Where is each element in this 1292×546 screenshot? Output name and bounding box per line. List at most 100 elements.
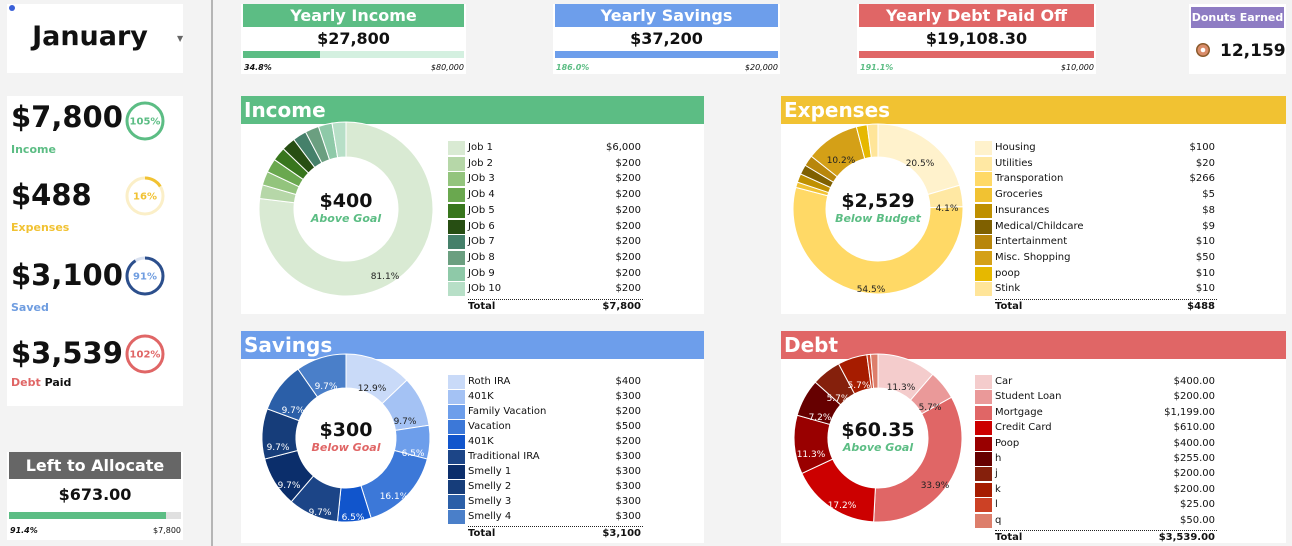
savings-legend-value: $300 [615, 451, 641, 462]
expenses-total-value: $488 [1187, 301, 1215, 312]
debt-center-label: Above Goal [842, 441, 914, 454]
debt-donut-center: $60.35 Above Goal [828, 419, 928, 454]
savings-legend-row: Smelly 1 $300 [448, 465, 641, 479]
savings-legend-value: $300 [615, 481, 641, 492]
savings-legend-swatch [448, 450, 465, 464]
expenses-legend-value: $20 [1195, 157, 1215, 169]
savings-legend-swatch [448, 480, 465, 494]
yearly-debt-fill [859, 51, 1094, 58]
svg-text:16%: 16% [133, 192, 157, 203]
savings-panel-title: Savings [241, 331, 704, 359]
savings-legend-name: Smelly 1 [468, 466, 512, 477]
yearly-savings-amount: $37,200 [630, 29, 703, 48]
expenses-center-amount: $2,529 [841, 190, 915, 212]
debt-legend-value: $1,199.00 [1164, 406, 1215, 418]
allocate-goal: $7,800 [153, 526, 181, 535]
expenses-slice-label: 4.1% [936, 204, 959, 214]
expenses-legend-value: $266 [1189, 173, 1215, 185]
income-legend-swatch [448, 219, 465, 234]
debt-legend-name: h [995, 453, 1002, 464]
income-legend-row: JOb 10 $200 [448, 282, 641, 297]
expenses-legend-name: Utilities [995, 157, 1033, 169]
expenses-panel: Expenses 20.5% 4.1% 54.5% 10.2% $2,529 Below … [781, 96, 1286, 314]
expenses-legend-name: Groceries [995, 189, 1043, 201]
savings-legend-name: Roth IRA [468, 376, 511, 387]
debt-total-value: $3,539.00 [1158, 532, 1215, 543]
yearly-debt-amount: $19,108.30 [925, 29, 1028, 48]
allocate-bar-fill [9, 512, 166, 519]
savings-center-amount: $300 [319, 419, 373, 441]
yearly-debt-title: Yearly Debt Paid Off [859, 4, 1094, 27]
debt-slice-label: 11.3% [797, 450, 826, 460]
debt-slice-label: 7.2% [809, 413, 832, 423]
expenses-legend-value: $8 [1202, 204, 1215, 216]
debt-legend-value: $610.00 [1173, 422, 1215, 434]
savings-legend-name: Smelly 4 [468, 511, 512, 522]
debt-legend-value: $400.00 [1173, 376, 1215, 387]
debt-legend-swatch [975, 421, 992, 436]
savings-slice-label: 6.5% [342, 513, 365, 523]
expenses-legend-swatch [975, 203, 992, 218]
income-legend-value: $200 [615, 251, 641, 263]
debt-slice-label: 5.7% [848, 381, 871, 391]
savings-slice-label: 9.7% [394, 417, 417, 427]
income-legend-row: JOb 9 $200 [448, 266, 641, 281]
expenses-legend-value: $50 [1195, 251, 1215, 263]
income-legend-value: $200 [615, 157, 641, 169]
savings-legend-row: 401K $200 [448, 435, 641, 449]
debt-legend-value: $255.00 [1173, 453, 1215, 464]
income-legend-name: JOb 4 [468, 189, 495, 201]
savings-slice-label: 16.1% [380, 492, 409, 502]
expenses-panel-title: Expenses [781, 96, 1286, 124]
savings-slice-label: 9.7% [278, 481, 301, 491]
debt-legend-name: Poop [995, 437, 1020, 449]
expenses-legend-row: Medical/Childcare $9 [975, 219, 1215, 234]
chevron-down-icon[interactable]: ▼ [177, 34, 184, 43]
income-total-divider [468, 299, 643, 300]
expenses-amount: $488 [11, 178, 92, 212]
expenses-center-label: Below Budget [835, 212, 921, 225]
svg-text:102%: 102% [130, 350, 161, 361]
debt-legend-value: $200.00 [1173, 468, 1215, 480]
left-to-allocate-title: Left to Allocate [9, 452, 181, 479]
income-legend-value: $6,000 [606, 142, 641, 153]
income-legend-name: JOb 3 [468, 173, 495, 185]
savings-legend-value: $400 [615, 376, 641, 387]
savings-legend-row: 401K $300 [448, 390, 641, 404]
yearly-income-title: Yearly Income [243, 4, 464, 27]
income-legend-swatch [448, 203, 465, 218]
month-selector[interactable]: January ▼ [7, 4, 183, 73]
savings-legend-row: Vacation $500 [448, 420, 641, 434]
expenses-legend-value: $10 [1195, 236, 1215, 248]
expenses-legend-value: $5 [1202, 189, 1215, 201]
saved-progress-ring: 91% [125, 256, 165, 296]
debt-legend-value: $25.00 [1180, 499, 1215, 511]
income-legend-swatch [448, 282, 465, 297]
income-donut-chart: 81.1% [258, 121, 434, 297]
savings-donut-center: $300 Below Goal [296, 419, 396, 454]
expenses-total-divider [995, 299, 1217, 300]
debt-legend-row: k $200.00 [975, 482, 1215, 497]
debt-legend-swatch [975, 375, 992, 389]
debt-progress-ring: 102% [125, 334, 165, 374]
yearly-income-pct: 34.8% [244, 63, 272, 72]
left-to-allocate-amount: $673.00 [58, 485, 132, 504]
income-legend-row: Job 2 $200 [448, 156, 641, 171]
debt-total-label: Total [995, 532, 1023, 543]
month-label: January [32, 21, 148, 52]
debt-slice-label: 17.2% [828, 501, 857, 511]
savings-legend-value: $300 [615, 496, 641, 507]
expenses-donut-center: $2,529 Below Budget [828, 190, 928, 225]
expenses-legend-row: poop $10 [975, 266, 1215, 281]
savings-legend-value: $200 [615, 436, 641, 447]
expenses-legend-row: Utilities $20 [975, 156, 1215, 171]
income-legend-row: JOb 8 $200 [448, 250, 641, 265]
expenses-slice-label: 10.2% [827, 156, 856, 166]
expenses-legend-name: poop [995, 267, 1020, 279]
expenses-legend-row: Entertainment $10 [975, 235, 1215, 250]
yearly-income-fill [243, 51, 320, 58]
expenses-legend-swatch [975, 235, 992, 250]
debt-legend-swatch [975, 405, 992, 420]
savings-legend-row: Smelly 4 $300 [448, 510, 641, 524]
income-legend-swatch [448, 250, 465, 265]
